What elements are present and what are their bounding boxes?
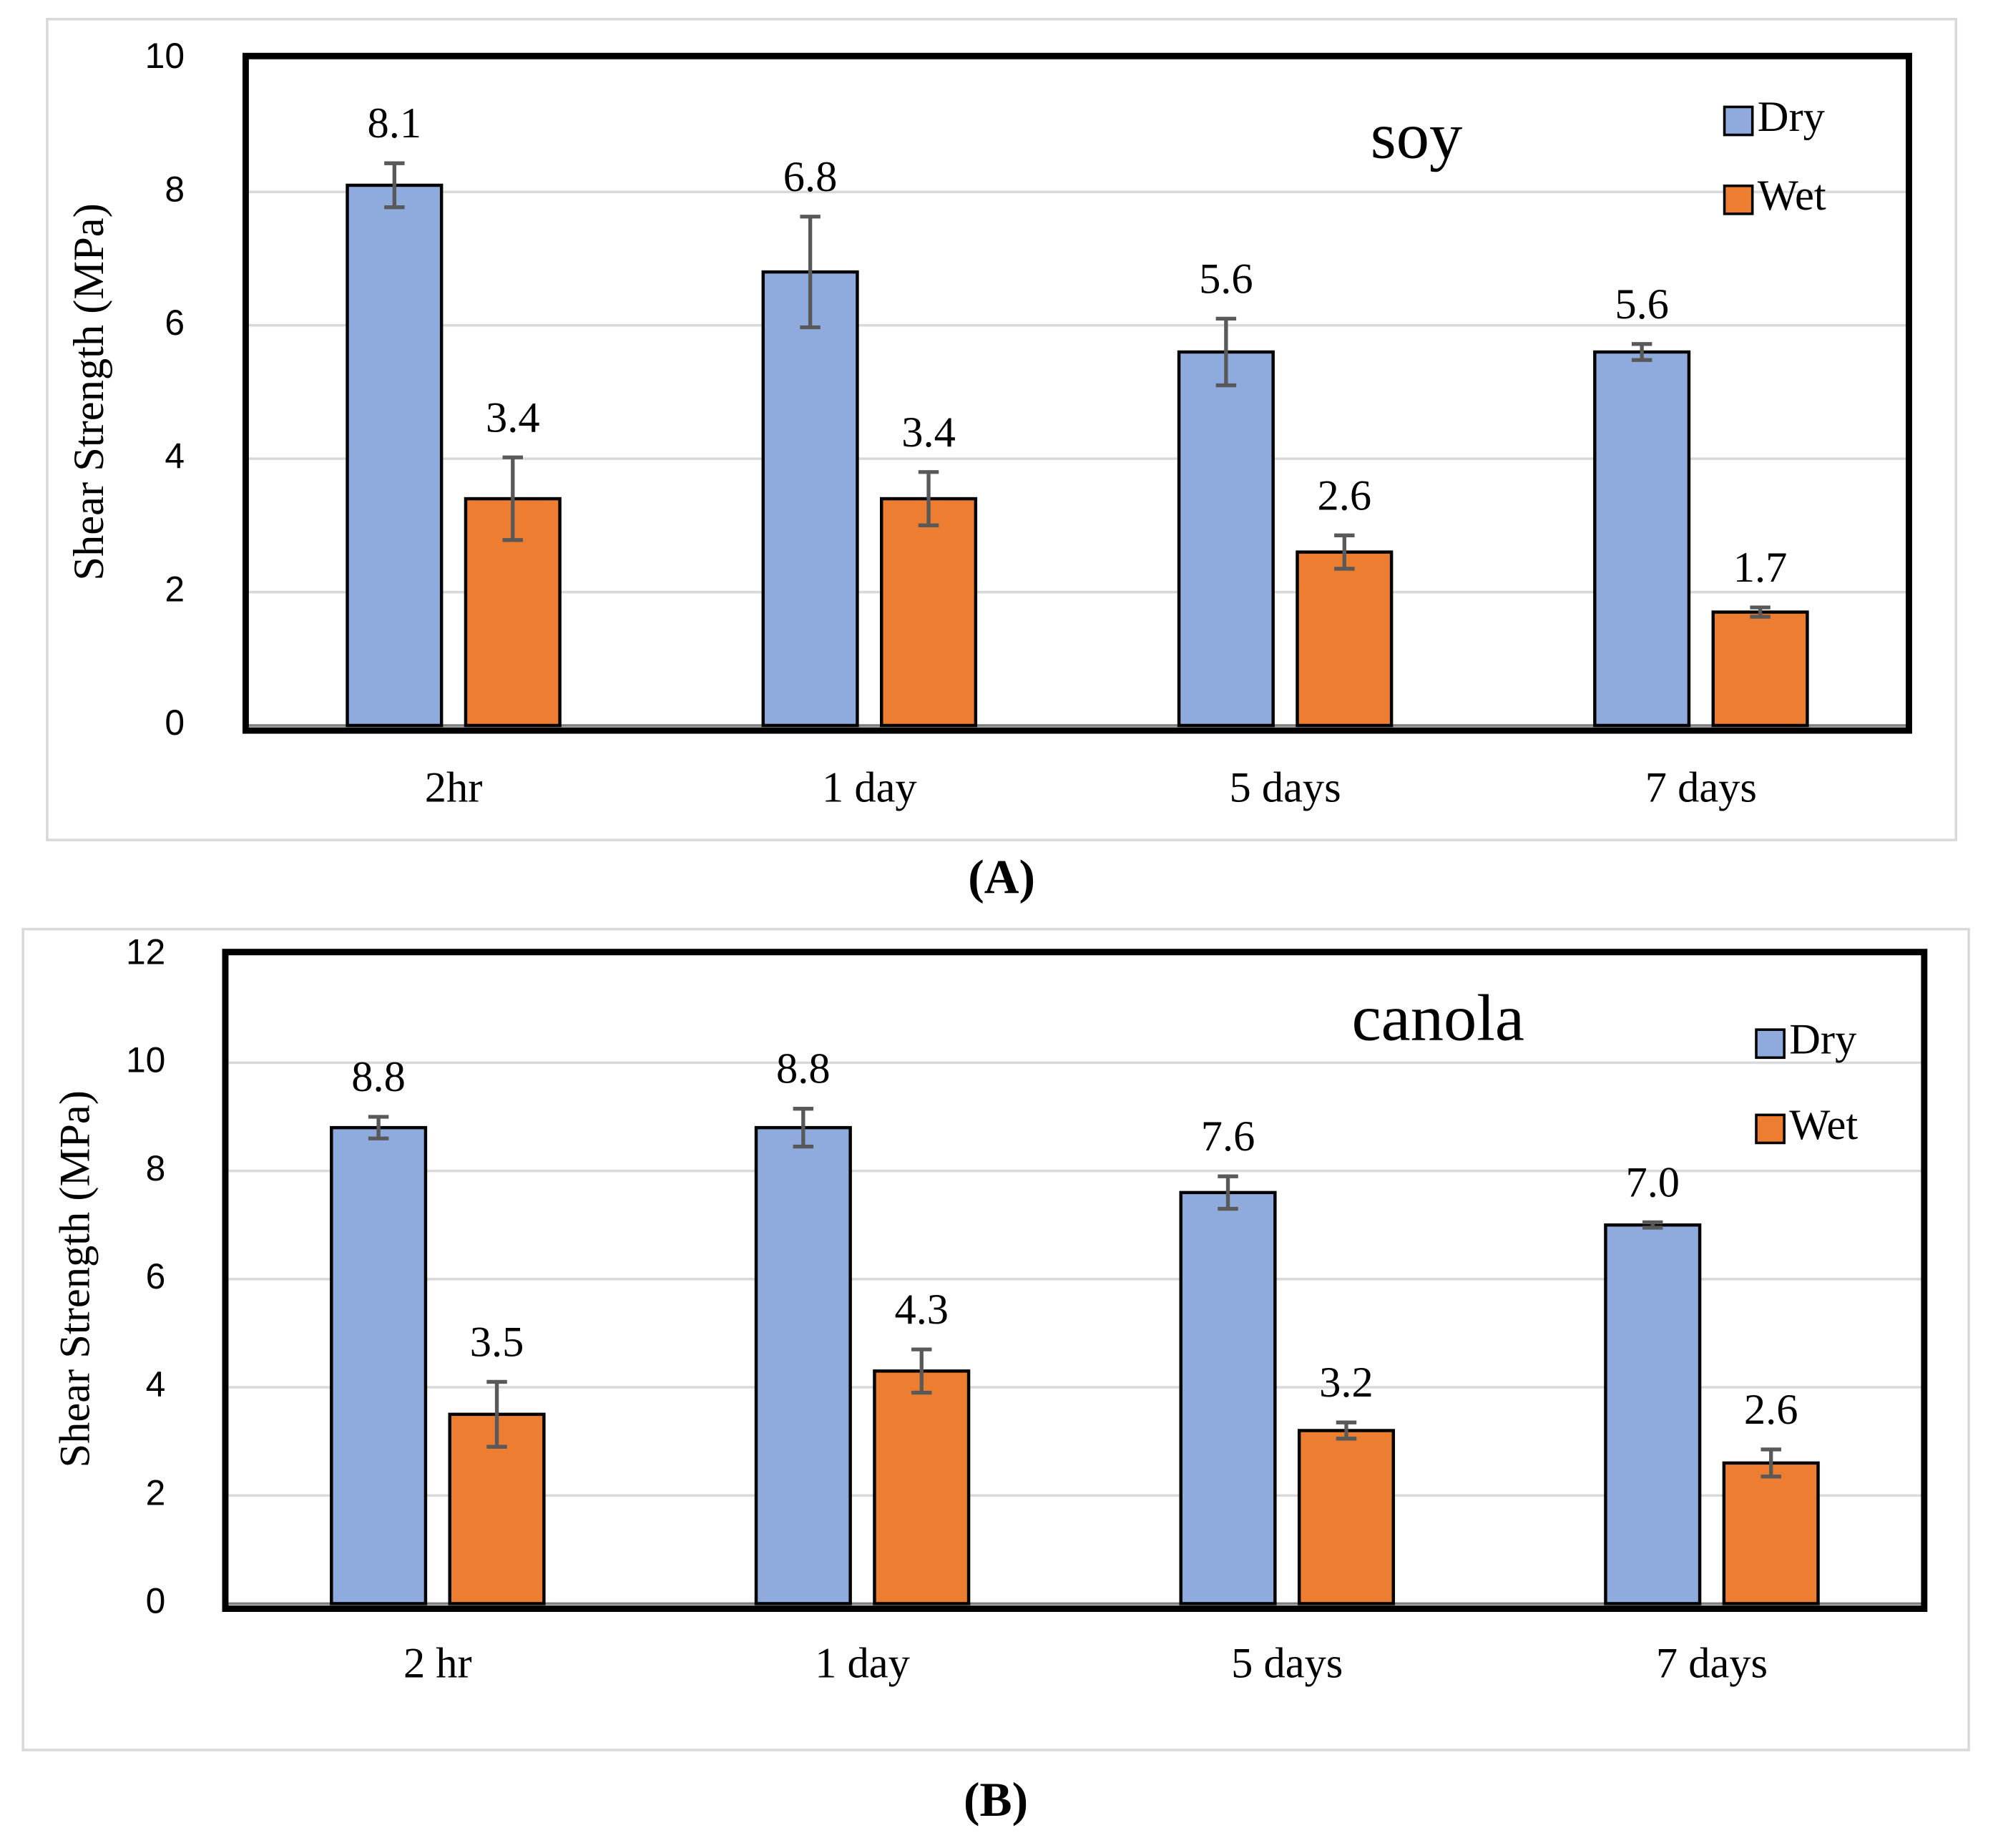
error-bar (793, 1106, 814, 1149)
legend-label: Wet (1789, 1101, 1858, 1149)
bar (1722, 1461, 1820, 1605)
legend-swatch (1755, 1113, 1786, 1145)
y-tick-label: 6 (165, 303, 185, 343)
y-tick-label: 2 (146, 1472, 166, 1512)
chart-frame (21, 927, 1970, 1751)
data-label: 8.1 (368, 99, 422, 147)
data-label: 5.6 (1199, 255, 1253, 303)
legend-swatch (1755, 1028, 1786, 1060)
x-tick-label: 2 hr (403, 1639, 472, 1687)
x-tick-label: 7 days (1656, 1639, 1768, 1687)
error-bar (1642, 1220, 1663, 1230)
error-bar (1750, 605, 1771, 619)
data-label: 3.4 (486, 393, 540, 441)
bar (330, 1125, 428, 1605)
data-label: 5.6 (1615, 280, 1669, 328)
data-label: 8.8 (351, 1053, 406, 1101)
legend-label: Wet (1758, 172, 1826, 220)
legend-label: Dry (1789, 1016, 1856, 1064)
data-label: 2.6 (1744, 1386, 1798, 1434)
legend-swatch (1723, 105, 1754, 137)
data-label: 8.8 (776, 1045, 831, 1093)
y-tick-label: 6 (146, 1256, 166, 1296)
data-label: 3.5 (470, 1319, 524, 1367)
x-tick-label: 5 days (1231, 1639, 1343, 1687)
bar (1604, 1223, 1702, 1605)
error-bar (486, 1379, 507, 1449)
error-bar (368, 1115, 389, 1140)
y-tick-label: 4 (146, 1364, 166, 1404)
bar (1297, 1429, 1396, 1605)
y-tick-label: 2 (165, 569, 185, 610)
error-bar (911, 1347, 932, 1395)
bar (761, 270, 859, 728)
bar (1296, 550, 1394, 728)
x-tick-label: 2hr (425, 763, 483, 811)
y-tick-label: 8 (165, 169, 185, 209)
bar (1593, 350, 1691, 728)
error-bar (800, 215, 821, 330)
x-tick-label: 1 day (822, 763, 917, 811)
y-tick-label: 4 (165, 436, 185, 476)
error-bar (384, 161, 405, 210)
chart-title: soy (1371, 99, 1463, 172)
x-tick-label: 7 days (1645, 763, 1757, 811)
plot-border (242, 52, 1912, 734)
bar (880, 497, 978, 728)
chart-title: canola (1352, 982, 1524, 1055)
error-bar (1631, 342, 1652, 362)
bar (873, 1369, 971, 1605)
bar (1177, 350, 1275, 728)
y-tick-label: 10 (126, 1040, 165, 1080)
y-tick-label: 0 (165, 703, 185, 743)
x-tick-label: 1 day (815, 1639, 910, 1687)
y-axis-label: Shear Strength (MPa) (65, 203, 113, 580)
x-tick-label: 5 days (1229, 763, 1341, 811)
error-bar (502, 455, 524, 542)
bar (346, 183, 444, 728)
plot-border (222, 949, 1928, 1613)
panel-label: (B) (964, 1773, 1028, 1827)
error-bar (1215, 316, 1237, 388)
data-label: 2.6 (1318, 471, 1372, 519)
panel-label: (A) (968, 850, 1035, 904)
data-label: 1.7 (1733, 544, 1788, 592)
legend-swatch (1723, 184, 1754, 215)
data-label: 4.3 (894, 1286, 949, 1334)
y-tick-label: 0 (146, 1581, 166, 1621)
data-label: 7.0 (1625, 1159, 1680, 1207)
y-axis-label: Shear Strength (MPa) (51, 1090, 99, 1467)
error-bar (1218, 1174, 1238, 1211)
y-tick-label: 10 (145, 36, 185, 76)
data-label: 6.8 (783, 153, 838, 201)
bar (1711, 610, 1809, 728)
error-bar (1336, 1420, 1357, 1441)
chart-frame (46, 17, 1958, 841)
error-bar (918, 470, 939, 528)
y-tick-label: 8 (146, 1148, 166, 1188)
bar (754, 1125, 852, 1605)
error-bar (1334, 533, 1355, 571)
data-label: 3.4 (901, 409, 956, 456)
error-bar (1761, 1447, 1781, 1479)
y-tick-label: 12 (126, 932, 165, 972)
legend-label: Dry (1758, 93, 1825, 141)
data-label: 7.6 (1201, 1113, 1255, 1160)
data-label: 3.2 (1319, 1359, 1373, 1407)
bar (1179, 1191, 1277, 1605)
